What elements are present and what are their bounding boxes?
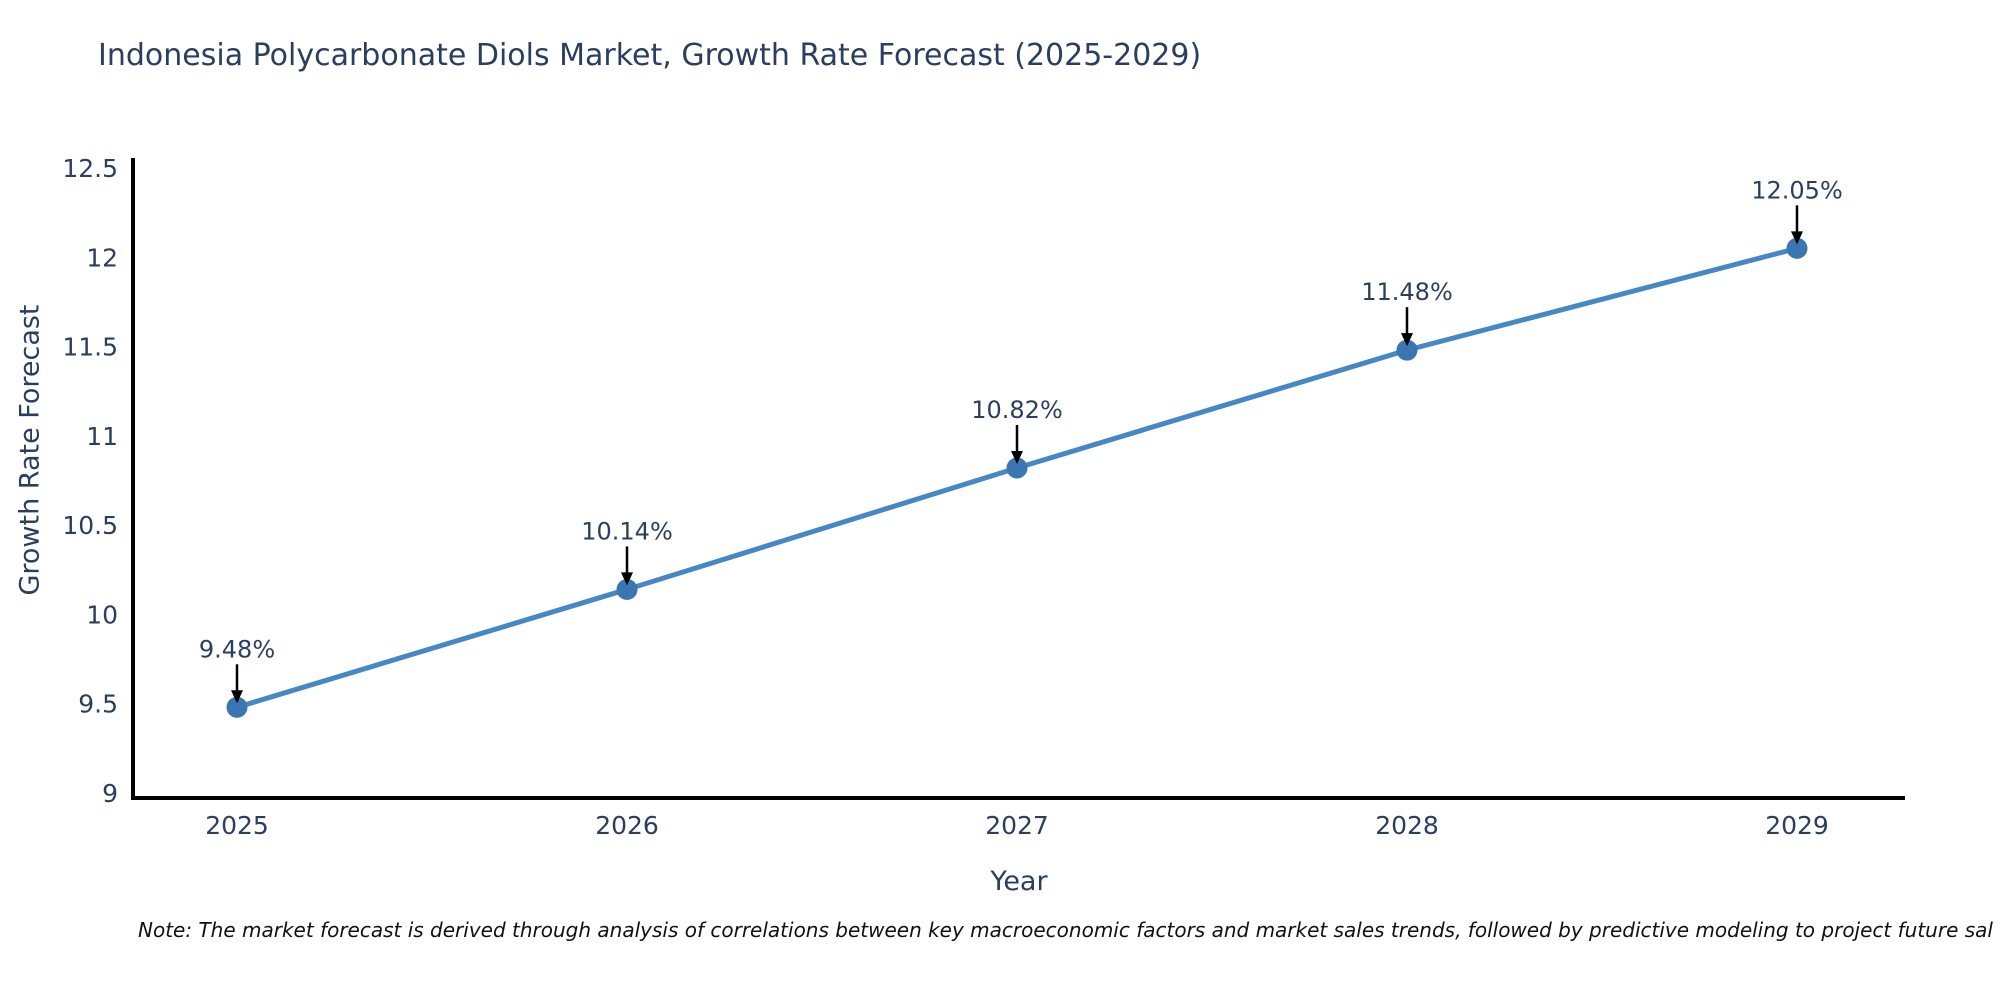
data-point-marker: [616, 578, 638, 600]
y-tick-label: 10.5: [62, 511, 118, 540]
y-tick-label: 9.5: [78, 690, 118, 719]
annotation-arrow-head: [1401, 333, 1413, 347]
annotation-arrow-head: [1011, 451, 1023, 464]
annotation-label: 11.48%: [1361, 278, 1453, 306]
data-point-marker: [1396, 339, 1418, 361]
x-tick-label: 2027: [985, 811, 1049, 840]
x-tick-label: 2029: [1765, 811, 1829, 840]
data-point-marker: [226, 696, 248, 718]
footnote: Note: The market forecast is derived thr…: [138, 918, 1993, 942]
y-tick-label: 9: [102, 779, 118, 808]
annotation-label: 10.82%: [971, 396, 1063, 424]
x-tick-label: 2028: [1375, 811, 1439, 840]
y-tick-label: 11.5: [62, 333, 118, 362]
annotation-label: 9.48%: [199, 635, 275, 663]
x-tick-label: 2025: [205, 811, 269, 840]
y-tick-label: 12.5: [62, 154, 118, 183]
x-axis-title: Year: [990, 866, 1048, 897]
chart-title: Indonesia Polycarbonate Diols Market, Gr…: [98, 38, 1202, 73]
annotation-label: 12.05%: [1751, 176, 1843, 204]
annotation-arrow-head: [1791, 231, 1803, 245]
y-tick-label: 11: [86, 422, 118, 451]
y-axis-title: Growth Rate Forecast: [14, 304, 46, 596]
x-tick-label: 2026: [595, 811, 659, 840]
data-point-marker: [1006, 457, 1028, 479]
data-point-marker: [1786, 237, 1808, 259]
annotation-arrow-head: [621, 572, 633, 586]
y-tick-label: 12: [86, 243, 118, 272]
y-tick-label: 10: [86, 600, 118, 629]
annotation-label: 10.14%: [581, 517, 673, 545]
annotation-arrow-head: [231, 690, 243, 704]
